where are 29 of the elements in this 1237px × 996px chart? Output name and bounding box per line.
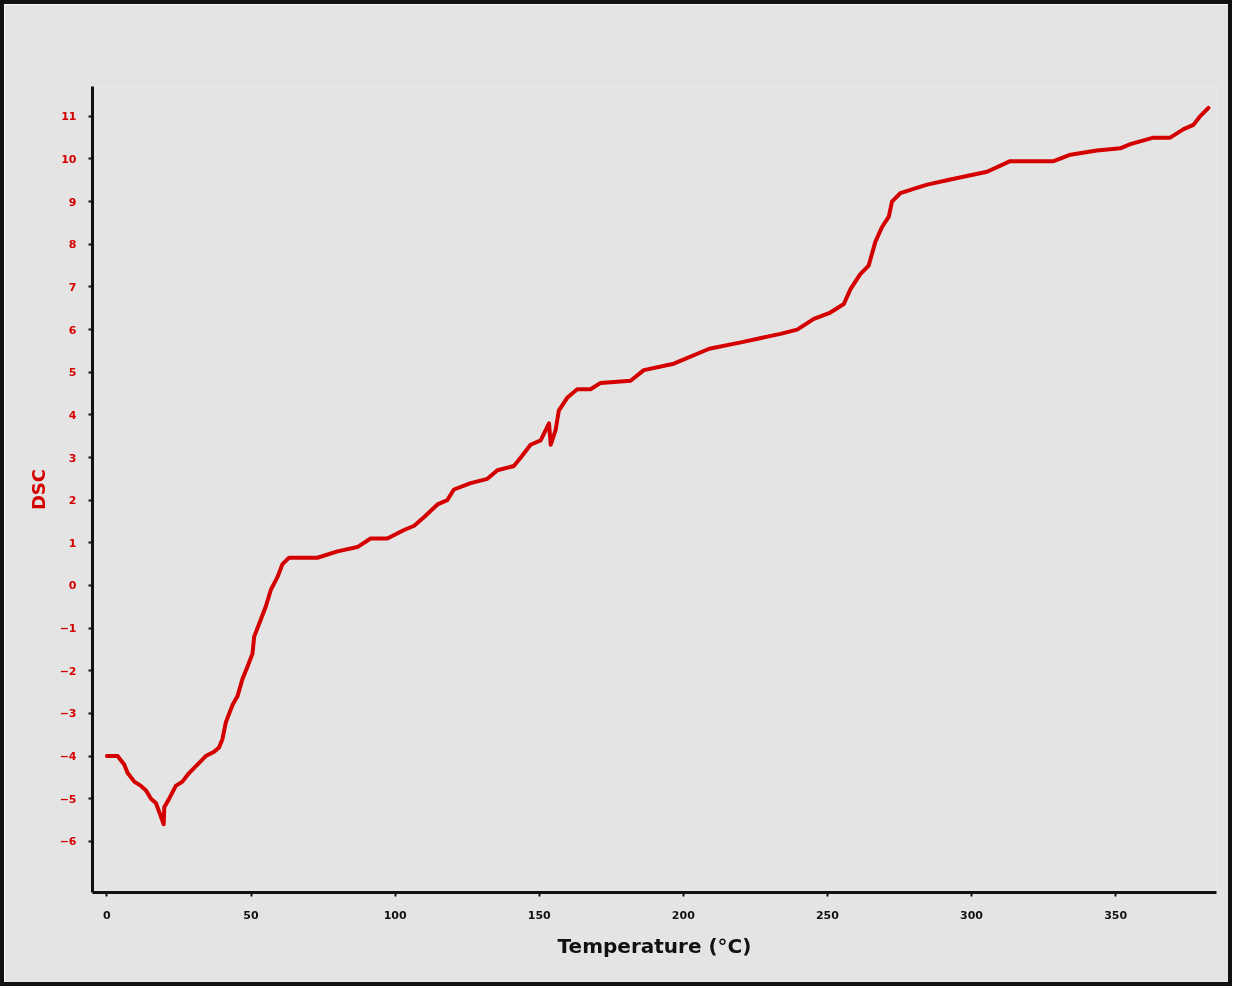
x-tick-label: 200 bbox=[671, 908, 696, 922]
y-tick-label: 1 bbox=[68, 536, 77, 550]
y-tick-label: 6 bbox=[68, 323, 77, 337]
y-tick-label: 2 bbox=[68, 494, 77, 508]
x-tick-label: 100 bbox=[383, 908, 407, 922]
x-tick-label: 150 bbox=[527, 908, 552, 922]
y-tick-label: 7 bbox=[68, 280, 77, 294]
x-tick-label: 0 bbox=[103, 908, 112, 922]
y-tick-label: 11 bbox=[61, 110, 77, 124]
y-tick-label: 10 bbox=[61, 153, 77, 166]
y-tick-label: 8 bbox=[68, 238, 77, 252]
x-axis-title: Temperature (°C) bbox=[557, 933, 752, 958]
y-tick-label: 5 bbox=[68, 366, 77, 380]
y-tick-label: −4 bbox=[59, 750, 77, 764]
y-tick-label: −1 bbox=[59, 622, 77, 636]
y-tick-label: 0 bbox=[68, 579, 77, 593]
x-tick-label: 250 bbox=[815, 908, 840, 922]
y-tick-label: 4 bbox=[68, 408, 77, 422]
y-tick-label: 3 bbox=[68, 451, 77, 465]
y-tick-label: −5 bbox=[59, 792, 77, 806]
x-tick-label: 300 bbox=[960, 908, 984, 922]
x-tick-label: 50 bbox=[243, 908, 260, 922]
y-tick-label: −6 bbox=[59, 835, 77, 849]
y-axis-title: DSC bbox=[27, 468, 49, 511]
x-tick-label: 350 bbox=[1104, 908, 1128, 922]
line-series bbox=[104, 105, 1211, 827]
y-tick-label: −3 bbox=[59, 707, 77, 721]
y-tick-label: −2 bbox=[59, 664, 77, 678]
y-tick-label: 9 bbox=[68, 195, 77, 209]
